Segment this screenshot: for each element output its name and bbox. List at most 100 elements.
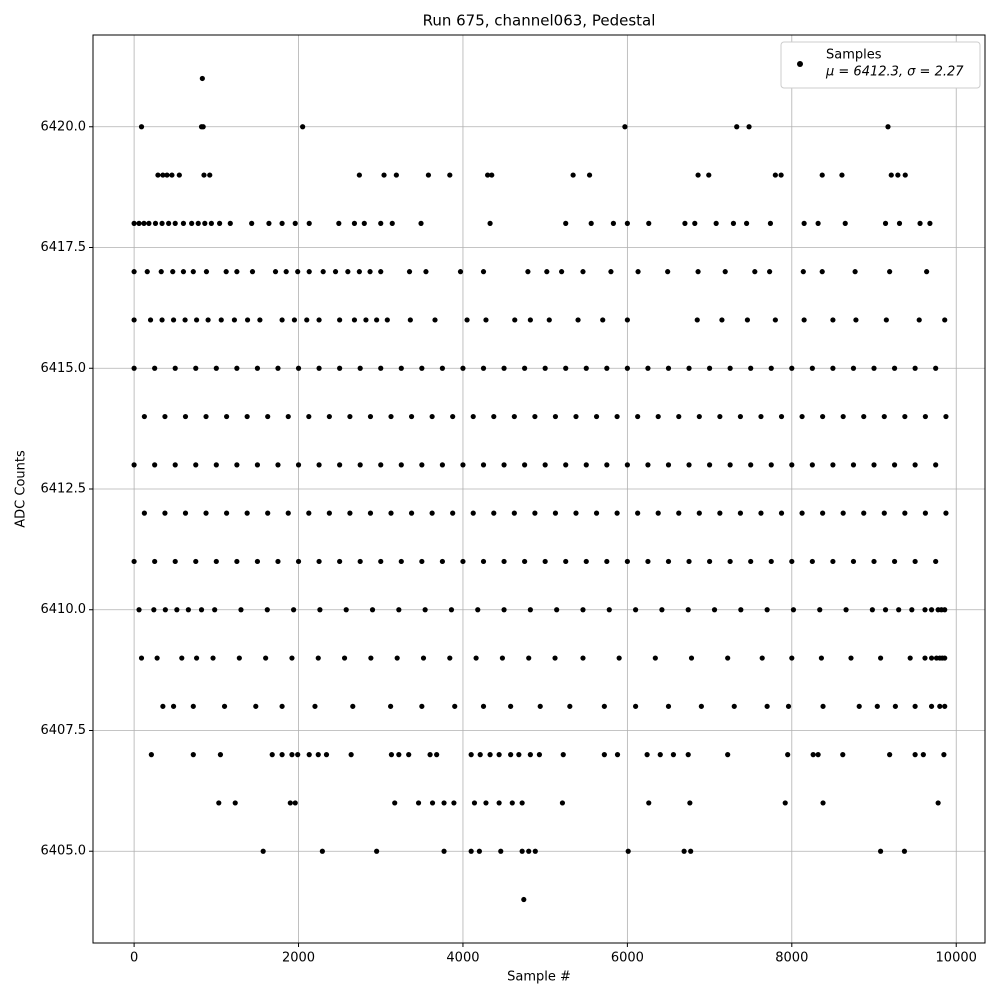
point — [645, 365, 651, 371]
point — [279, 317, 285, 323]
point — [396, 607, 402, 613]
point — [275, 462, 281, 468]
point — [820, 703, 826, 709]
point — [378, 365, 384, 371]
point — [817, 607, 823, 613]
point — [815, 220, 821, 226]
point — [200, 124, 206, 130]
point — [521, 896, 527, 903]
point — [136, 220, 142, 226]
point — [892, 703, 898, 709]
point — [809, 365, 815, 371]
point — [713, 220, 719, 226]
point — [778, 510, 785, 516]
point — [764, 703, 770, 709]
point — [600, 317, 606, 323]
point — [210, 655, 216, 661]
point — [279, 220, 285, 226]
point — [419, 462, 425, 468]
point — [491, 413, 497, 420]
point — [195, 220, 201, 226]
point — [212, 607, 218, 613]
point — [496, 752, 502, 758]
point — [861, 510, 867, 516]
point — [912, 365, 918, 371]
point — [216, 800, 222, 806]
point — [223, 510, 230, 516]
point — [272, 269, 279, 275]
point — [254, 558, 261, 565]
point — [337, 462, 343, 468]
point — [896, 607, 902, 613]
point — [891, 462, 898, 468]
point — [928, 655, 935, 661]
legend-label: Samples — [826, 48, 882, 63]
point — [789, 462, 795, 468]
point — [843, 607, 849, 613]
y-tick-label: 6407.5 — [41, 723, 87, 738]
point — [217, 752, 224, 758]
point — [368, 655, 374, 661]
point — [489, 172, 495, 178]
point — [374, 848, 380, 854]
point — [190, 269, 196, 275]
point — [682, 220, 688, 226]
point — [706, 172, 712, 178]
point — [439, 558, 446, 565]
point — [160, 703, 166, 709]
point — [234, 365, 240, 371]
point — [292, 220, 298, 226]
x-tick-label: 2000 — [282, 951, 315, 966]
point — [420, 655, 427, 661]
point — [398, 558, 404, 565]
point — [552, 413, 559, 420]
point — [198, 607, 205, 613]
point — [614, 752, 621, 758]
point — [570, 172, 576, 178]
point — [810, 752, 816, 758]
point — [460, 365, 466, 371]
point — [737, 413, 744, 420]
point — [131, 558, 137, 565]
legend-note: μ = 6412.3, σ = 2.27 — [825, 65, 964, 80]
point — [706, 365, 713, 371]
point — [320, 269, 326, 275]
point — [532, 848, 538, 854]
point — [839, 172, 845, 178]
point — [527, 752, 533, 758]
point — [608, 269, 614, 275]
point — [406, 269, 413, 275]
point — [419, 558, 425, 565]
point — [483, 317, 489, 323]
point — [152, 462, 158, 468]
point — [696, 510, 702, 516]
point — [501, 558, 507, 565]
point — [601, 752, 607, 758]
point — [727, 558, 733, 565]
point — [782, 800, 788, 806]
point — [423, 269, 429, 275]
x-tick-label: 8000 — [775, 951, 808, 966]
point — [306, 220, 312, 226]
point — [583, 462, 589, 468]
point — [155, 172, 161, 178]
point — [406, 752, 412, 758]
point — [207, 172, 213, 178]
point — [725, 752, 731, 758]
point — [730, 220, 737, 226]
point — [912, 703, 918, 709]
point — [452, 703, 458, 709]
point — [848, 655, 854, 661]
point — [460, 558, 466, 565]
point — [511, 413, 517, 420]
point — [624, 317, 630, 323]
point — [162, 510, 168, 516]
point — [604, 558, 610, 565]
point — [542, 462, 548, 468]
point — [170, 317, 177, 323]
point — [392, 800, 398, 806]
point — [213, 558, 219, 565]
point — [759, 655, 765, 661]
point — [141, 510, 147, 516]
point — [419, 365, 425, 371]
